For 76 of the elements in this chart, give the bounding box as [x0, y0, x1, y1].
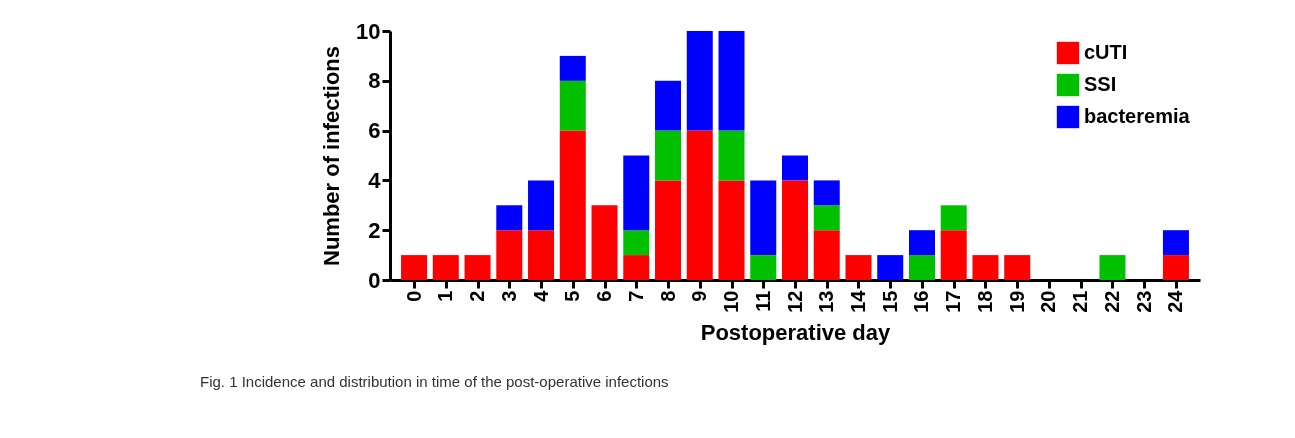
- x-tick-label: 6: [593, 290, 616, 302]
- y-axis-title: Number of infections: [319, 45, 345, 267]
- x-tick-label: 0: [402, 290, 425, 302]
- x-tick-label: 23: [1132, 290, 1155, 313]
- y-tick-label: 10: [356, 18, 381, 44]
- bar: [591, 205, 618, 280]
- bar: [496, 230, 523, 280]
- bar: [623, 155, 650, 231]
- y-tick-label: 8: [368, 68, 381, 94]
- bar: [496, 205, 523, 231]
- bar: [972, 255, 999, 280]
- bar: [559, 80, 586, 131]
- bar: [718, 180, 745, 280]
- caption: Fig. 1 Incidence and distribution in time of the post-operative infections: [200, 373, 669, 390]
- x-tick-label: 2: [466, 290, 489, 302]
- bar: [845, 255, 872, 280]
- x-tick-label: 19: [1005, 290, 1028, 313]
- x-tick-label: 15: [878, 290, 901, 313]
- bar: [401, 255, 428, 280]
- bar: [940, 205, 967, 231]
- x-tick-label: 4: [529, 289, 552, 302]
- legend-label: cUTI: [1084, 41, 1128, 63]
- x-tick-label: 18: [973, 290, 996, 313]
- bar: [718, 31, 745, 131]
- x-tick-label: 20: [1037, 290, 1060, 313]
- bar: [750, 255, 777, 280]
- bar: [908, 230, 935, 256]
- bar: [464, 255, 491, 280]
- x-tick-label: 1: [434, 290, 457, 302]
- bar: [813, 230, 840, 280]
- bar: [940, 230, 967, 280]
- x-tick-label: 8: [656, 290, 679, 302]
- bar: [528, 180, 555, 231]
- x-tick-label: 16: [910, 290, 933, 313]
- x-tick-label: 11: [751, 290, 774, 312]
- y-tick-label: 4: [368, 167, 382, 193]
- bar: [908, 255, 935, 280]
- bar: [623, 255, 650, 280]
- bar: [813, 180, 840, 206]
- bar: [655, 130, 682, 181]
- bar: [877, 255, 904, 280]
- x-axis-title: Postoperative day: [700, 319, 892, 345]
- bar: [655, 180, 682, 280]
- bar: [559, 130, 586, 280]
- bar: [1162, 255, 1189, 280]
- x-tick-label: 7: [624, 290, 647, 302]
- legend-label: SSI: [1084, 73, 1117, 95]
- x-tick-label: 17: [942, 290, 965, 313]
- x-tick-label: 24: [1164, 289, 1187, 313]
- bar: [1004, 255, 1031, 280]
- x-tick-label: 3: [497, 290, 520, 302]
- bar: [782, 155, 808, 181]
- bar: [623, 230, 650, 256]
- bar: [655, 80, 682, 131]
- x-tick-label: 13: [815, 290, 838, 313]
- y-tick-label: 2: [368, 217, 381, 243]
- bar: [1162, 230, 1189, 256]
- bar: [718, 130, 745, 181]
- bar: [686, 31, 713, 131]
- x-tick-label: 5: [561, 290, 584, 302]
- x-tick-label: 14: [846, 289, 869, 313]
- legend-label: bacteremia: [1084, 105, 1191, 127]
- bar: [782, 180, 808, 280]
- x-tick-label: 12: [783, 290, 806, 313]
- bar: [432, 255, 459, 280]
- x-tick-label: 22: [1100, 290, 1123, 313]
- y-tick-label: 6: [368, 118, 381, 144]
- x-tick-label: 21: [1069, 290, 1092, 313]
- bar: [528, 230, 555, 280]
- x-tick-label: 9: [688, 290, 711, 302]
- bar: [1099, 255, 1126, 280]
- bar: [813, 205, 840, 231]
- bar: [686, 130, 713, 280]
- x-tick-label: 10: [720, 290, 743, 313]
- bar: [750, 180, 777, 256]
- bar: [559, 55, 586, 81]
